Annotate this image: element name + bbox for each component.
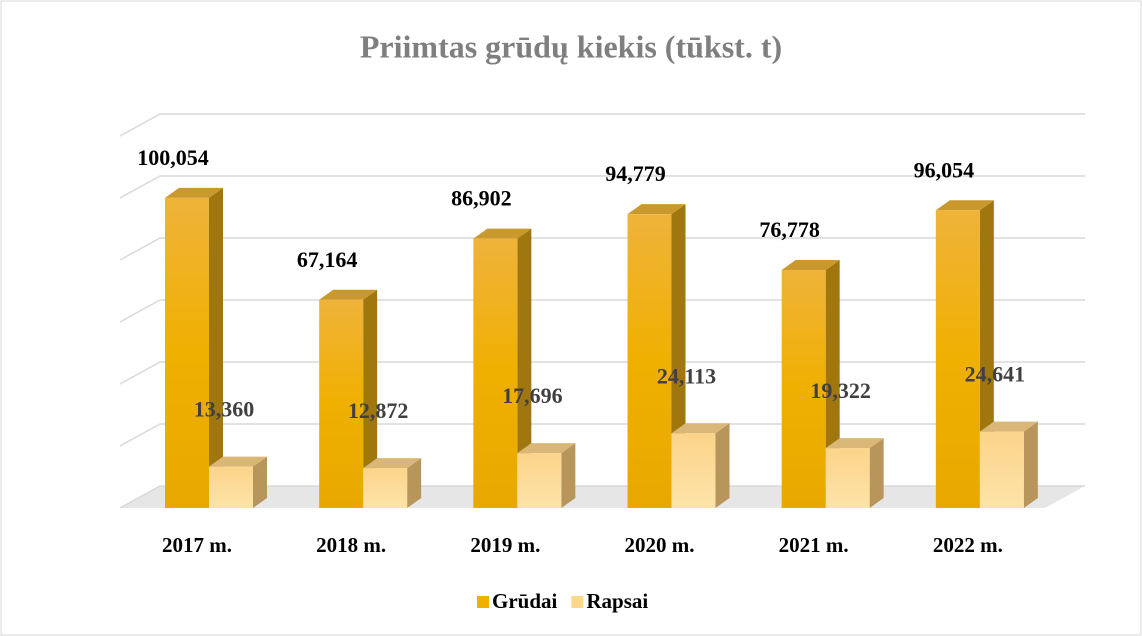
bar [363, 458, 422, 508]
data-label: 24,113 [657, 363, 716, 388]
grid-line [119, 485, 1085, 509]
data-label: 100,054 [137, 145, 209, 170]
bar [473, 228, 532, 508]
bar-face [825, 448, 870, 508]
bar-face [517, 453, 562, 508]
grid-line [119, 113, 1085, 137]
legend-swatch [571, 596, 584, 608]
bar-face [935, 210, 980, 508]
bar-face [473, 228, 532, 239]
data-label: 24,641 [965, 362, 1026, 387]
bar-face [209, 456, 267, 467]
x-tick-label: 2019 m. [470, 533, 540, 557]
grid-line [119, 175, 1085, 199]
bar-face [979, 421, 1038, 432]
bar [517, 443, 576, 508]
bar-face [561, 443, 576, 508]
grid-line [119, 299, 1085, 323]
data-label: 12,872 [348, 398, 409, 423]
bar-face [407, 458, 422, 508]
bar [935, 200, 994, 508]
bar-face [715, 423, 730, 508]
bar-face [781, 269, 826, 508]
grid-line [119, 237, 1085, 261]
bar-face [517, 443, 576, 454]
x-tick-label: 2018 m. [316, 533, 386, 557]
bar-face [671, 423, 730, 434]
bar [209, 456, 267, 508]
bar-face [671, 433, 716, 508]
bar-face [363, 289, 378, 508]
data-label: 17,696 [502, 383, 563, 408]
bar-face [209, 187, 223, 509]
x-tick-label: 2017 m. [162, 533, 232, 557]
bar-face [979, 431, 1024, 508]
bar-face [165, 187, 223, 198]
data-label: 96,054 [914, 157, 975, 182]
bar [165, 187, 223, 509]
bar-face [1023, 421, 1038, 508]
bar-face [869, 438, 884, 508]
x-tick-label: 2022 m. [933, 533, 1003, 557]
bar-face [825, 438, 884, 449]
bar-face [517, 228, 532, 508]
bar [671, 423, 730, 508]
x-tick-label: 2020 m. [625, 533, 695, 557]
bar-face [473, 238, 518, 508]
bar-face [165, 197, 209, 509]
bar-face [363, 458, 422, 469]
legend-label: Grūdai [492, 589, 558, 613]
data-label: 19,322 [810, 378, 871, 403]
grid-line [119, 423, 1085, 447]
bar-face [319, 289, 378, 300]
legend-label: Rapsai [586, 589, 648, 613]
data-label: 76,778 [759, 217, 820, 242]
chart-title: Priimtas grūdų kiekis (tūkst. t) [360, 28, 782, 64]
x-tick-label: 2021 m. [779, 533, 849, 557]
bar-face [319, 299, 364, 508]
bar-face [363, 468, 408, 508]
bar-face [627, 204, 686, 215]
data-label: 94,779 [605, 161, 666, 186]
bar [319, 289, 378, 508]
bar [825, 438, 884, 508]
grid-line [119, 361, 1085, 385]
data-label: 13,360 [194, 397, 255, 422]
data-label: 67,164 [297, 247, 358, 272]
legend-swatch [477, 596, 489, 608]
bar-face [209, 466, 253, 508]
bar-face [627, 214, 672, 508]
bar-face [935, 200, 994, 211]
data-label: 86,902 [451, 186, 512, 211]
bar-face [781, 259, 840, 270]
bar-face [253, 456, 267, 508]
bar [979, 421, 1038, 508]
